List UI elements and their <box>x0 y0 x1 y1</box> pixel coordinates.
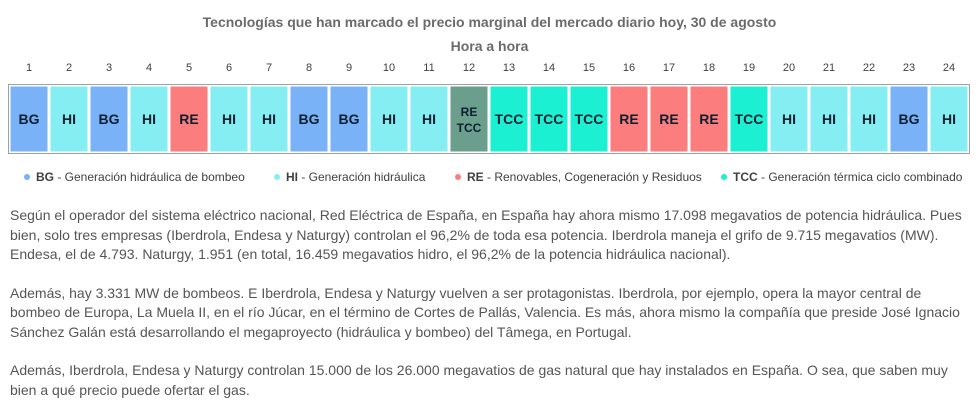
legend-code: RE <box>467 170 484 184</box>
technology-label: HI <box>262 111 276 127</box>
article-text: Según el operador del sistema eléctrico … <box>10 206 972 419</box>
legend-dot-tcc <box>721 173 727 180</box>
hour-cell-24 <box>930 86 968 152</box>
hour-label: 17 <box>663 62 675 74</box>
technology-label: BG <box>299 111 320 127</box>
hour-cell-12 <box>450 86 488 152</box>
legend: BG - Generación hidráulica de bombeo HI … <box>0 170 979 188</box>
legend-item-tcc: TCC - Generación térmica ciclo combinado <box>721 170 962 184</box>
technology-label: HI <box>382 111 396 127</box>
technology-label: RE <box>659 111 678 127</box>
legend-label: - Renovables, Cogeneración y Residuos <box>483 170 702 184</box>
hour-label: 9 <box>346 62 352 74</box>
hour-label: 10 <box>383 62 395 74</box>
technology-label: HI <box>942 111 956 127</box>
technology-label: BG <box>19 111 40 127</box>
hour-label: 13 <box>503 62 515 74</box>
hour-label: 15 <box>583 62 595 74</box>
hourly-technology-chart: 1 BG 2 HI 3 BG 4 HI 5 RE 6 HI 7 HI 8 BG 9 BG 10 HI 11 HI 12 RE T… <box>8 62 970 154</box>
hour-cell-9 <box>330 86 368 152</box>
hour-label: 19 <box>743 62 755 74</box>
hour-cell-18 <box>690 86 728 152</box>
hour-cell-2 <box>50 86 88 152</box>
technology-label: HI <box>142 111 156 127</box>
hour-cell-22 <box>850 86 888 152</box>
hour-label: 6 <box>226 62 232 74</box>
hour-cell-16 <box>610 86 648 152</box>
legend-code: HI <box>286 170 298 184</box>
technology-label: TCC <box>495 111 524 127</box>
hour-cell-21 <box>810 86 848 152</box>
hour-cell-23 <box>890 86 928 152</box>
hour-label: 22 <box>863 62 875 74</box>
hour-cell-11 <box>410 86 448 152</box>
hour-cell-1 <box>10 86 48 152</box>
technology-label: TCC <box>457 121 482 135</box>
legend-dot-hi <box>274 173 280 180</box>
hour-cell-5 <box>170 86 208 152</box>
technology-label: HI <box>422 111 436 127</box>
hour-label: 7 <box>266 62 272 74</box>
chart-title: Tecnologías que han marcado el precio ma… <box>202 14 777 30</box>
hour-label: 1 <box>26 62 32 74</box>
legend-item-hi: HI - Generación hidráulica <box>274 170 425 184</box>
technology-label: TCC <box>535 111 564 127</box>
hour-cell-10 <box>370 86 408 152</box>
technology-label: BG <box>339 111 360 127</box>
hour-cell-6 <box>210 86 248 152</box>
technology-label: HI <box>222 111 236 127</box>
legend-label: - Generación hidráulica de bombeo <box>54 170 245 184</box>
hour-cell-4 <box>130 86 168 152</box>
hour-cell-15 <box>570 86 608 152</box>
technology-label: HI <box>782 111 796 127</box>
technology-label: HI <box>822 111 836 127</box>
legend-code: TCC <box>733 170 758 184</box>
hour-label: 14 <box>543 62 555 74</box>
paragraph: Además, hay 3.331 MW de bombeos. E Iberd… <box>10 284 960 340</box>
hour-label: 12 <box>463 62 475 74</box>
hour-cell-8 <box>290 86 328 152</box>
hour-label: 4 <box>146 62 152 74</box>
technology-label: HI <box>62 111 76 127</box>
hour-cell-19 <box>730 86 768 152</box>
legend-item-bg: BG - Generación hidráulica de bombeo <box>24 170 245 184</box>
technology-label: RE <box>179 111 198 127</box>
hour-cell-3 <box>90 86 128 152</box>
paragraph: Además, Iberdrola, Endesa y Naturgy cont… <box>10 362 948 398</box>
technology-label: HI <box>862 111 876 127</box>
legend-label: - Generación térmica ciclo combinado <box>757 170 963 184</box>
legend-item-re: RE - Renovables, Cogeneración y Residuos <box>455 170 702 184</box>
technology-label: BG <box>899 111 920 127</box>
hour-cell-14 <box>530 86 568 152</box>
hour-label: 3 <box>106 62 112 74</box>
technology-label: BG <box>99 111 120 127</box>
technology-label: TCC <box>575 111 604 127</box>
hour-cell-7 <box>250 86 288 152</box>
paragraph: Según el operador del sistema eléctrico … <box>10 207 962 262</box>
legend-label: - Generación hidráulica <box>298 170 426 184</box>
hour-cell-20 <box>770 86 808 152</box>
legend-code: BG <box>36 170 54 184</box>
technology-label: RE <box>699 111 718 127</box>
hour-label: 11 <box>423 62 434 74</box>
hour-label: 2 <box>66 62 72 74</box>
hour-cell-17 <box>650 86 688 152</box>
legend-dot-re <box>455 173 461 180</box>
hour-label: 18 <box>703 62 715 74</box>
hour-label: 5 <box>186 62 192 74</box>
chart-frame <box>8 84 970 154</box>
legend-dot-bg <box>24 173 30 180</box>
hour-label: 23 <box>903 62 915 74</box>
technology-label: TCC <box>735 111 764 127</box>
hour-label: 16 <box>623 62 635 74</box>
hour-cell-13 <box>490 86 528 152</box>
hour-label: 20 <box>783 62 795 74</box>
hour-label: 8 <box>306 62 312 74</box>
technology-label: RE <box>619 111 638 127</box>
hour-label: 21 <box>823 62 835 74</box>
chart-subtitle: Hora a hora <box>450 38 529 54</box>
technology-label: RE <box>461 105 478 119</box>
hour-label: 24 <box>943 62 955 74</box>
